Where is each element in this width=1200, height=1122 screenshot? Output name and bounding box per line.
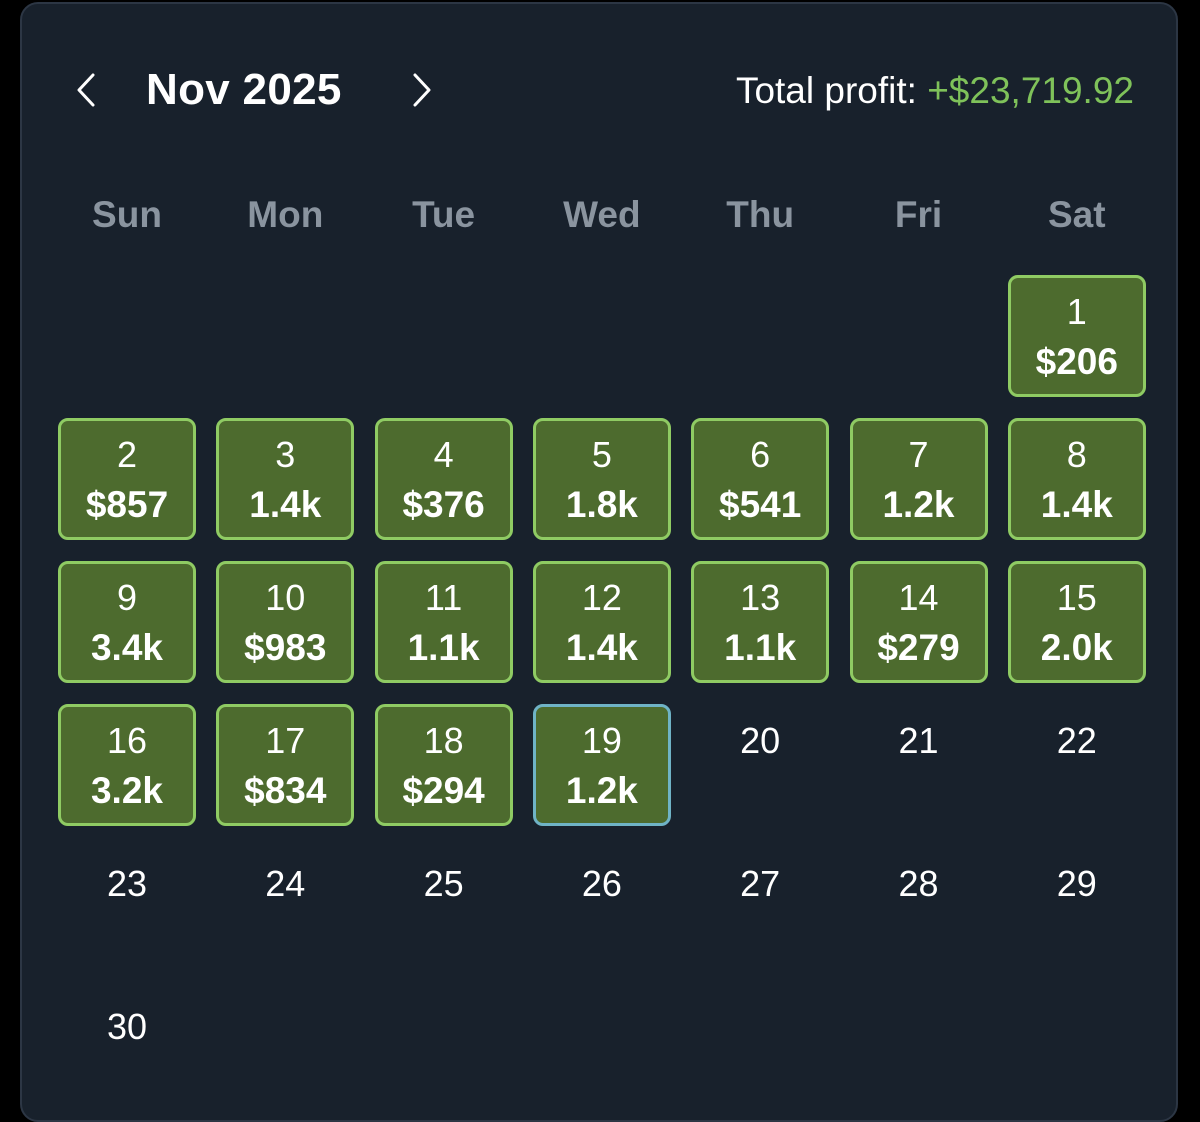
day-number: 17 [265,720,306,761]
day-profit-value: 1.2k [882,484,955,525]
day-profit-value: $541 [719,484,802,525]
calendar-day-16[interactable]: 16 3.2k [58,704,196,826]
weekday-thu: Thu [726,194,795,235]
day-profit-value: 1.2k [565,770,638,811]
day-profit-value: 1.1k [724,627,797,668]
day-profit-value: 1.8k [565,484,638,525]
day-number: 25 [423,863,464,904]
day-number: 1 [1066,291,1087,332]
day-number: 22 [1056,720,1097,761]
day-profit-value: $983 [244,627,327,668]
calendar-day-20[interactable]: 20 [691,704,829,826]
next-month-button[interactable] [392,60,452,120]
calendar-day-3[interactable]: 3 1.4k [216,418,355,540]
day-profit-value: $294 [402,770,485,811]
prev-month-button[interactable] [56,60,116,120]
weekday-tue: Tue [412,194,476,235]
calendar-day-6[interactable]: 6 $541 [691,418,830,540]
calendar-day-24[interactable]: 24 [216,847,354,969]
day-profit-value: $279 [877,627,960,668]
calendar-day-13[interactable]: 13 1.1k [691,561,830,683]
day-number: 8 [1066,434,1087,475]
chevron-right-icon [413,73,431,107]
chevron-left-icon [77,73,95,107]
day-profit-value: $857 [85,484,169,525]
calendar-day-7[interactable]: 7 1.2k [849,418,988,540]
calendar-day-19[interactable]: 19 1.2k [532,704,671,826]
calendar-panel: Nov 2025 Total profit: +$23,719.92 Sun Mo… [20,2,1178,1122]
day-profit-value: 1.4k [1040,484,1113,525]
day-profit-value: 3.2k [90,770,163,811]
day-number: 5 [591,434,612,475]
calendar-day-28[interactable]: 28 [850,847,988,969]
weekday-header-row: Sun Mon Tue Wed Thu Fri Sat [58,190,1158,240]
month-title: Nov 2025 [146,65,342,114]
calendar-day-17[interactable]: 17 $834 [216,704,355,826]
day-number: 15 [1056,577,1097,618]
day-number: 23 [106,863,148,904]
calendar-day-10[interactable]: 10 $983 [216,561,355,683]
weekday-wed: Wed [563,194,641,235]
weekday-sat: Sat [1048,194,1106,235]
day-profit-value: 3.4k [90,627,163,668]
day-number: 2 [116,434,138,475]
weekday-sun: Sun [92,194,162,235]
day-number: 26 [581,863,622,904]
calendar-day-15[interactable]: 15 2.0k [1007,561,1146,683]
calendar-day-2[interactable]: 2 $857 [58,418,196,540]
day-number: 3 [275,434,296,475]
day-number: 12 [581,577,622,618]
calendar-day-12[interactable]: 12 1.4k [532,561,671,683]
calendar-day-11[interactable]: 11 1.1k [374,561,513,683]
day-number: 9 [116,577,138,618]
calendar-header: Nov 2025 Total profit: +$23,719.92 [22,4,1176,174]
day-number: 18 [423,720,464,761]
day-number: 13 [740,577,781,618]
calendar-day-21[interactable]: 21 [850,704,988,826]
day-profit-value: $834 [244,770,327,811]
day-number: 28 [898,863,939,904]
day-number: 29 [1056,863,1097,904]
calendar-day-1[interactable]: 1 $206 [1007,275,1146,397]
calendar-day-23[interactable]: 23 [58,847,196,969]
calendar-day-9[interactable]: 9 3.4k [58,561,196,683]
day-number: 6 [750,434,771,475]
day-profit-value: 1.1k [407,627,480,668]
day-number: 20 [740,720,781,761]
day-number: 24 [265,863,306,904]
day-profit-value: $376 [402,484,485,525]
day-number: 4 [433,434,454,475]
calendar-day-5[interactable]: 5 1.8k [532,418,671,540]
calendar-day-22[interactable]: 22 [1008,704,1146,826]
calendar-day-18[interactable]: 18 $294 [374,704,513,826]
calendar-day-29[interactable]: 29 [1008,847,1146,969]
calendar-day-27[interactable]: 27 [691,847,829,969]
day-profit-value: 1.4k [565,627,638,668]
total-profit: Total profit: +$23,719.92 [736,68,1134,114]
calendar-day-14[interactable]: 14 $279 [849,561,988,683]
day-number: 19 [581,720,622,761]
day-number: 11 [424,577,463,618]
day-number: 30 [106,1006,148,1047]
total-profit-label: Total profit: [735,70,928,111]
day-number: 21 [898,720,939,761]
day-number: 16 [106,720,148,761]
day-number: 10 [265,577,306,618]
weekday-fri: Fri [894,194,943,235]
day-profit-value: 1.4k [249,484,322,525]
weekday-mon: Mon [247,194,324,235]
day-profit-value: 2.0k [1040,627,1113,668]
calendar-day-26[interactable]: 26 [533,847,671,969]
calendar-day-4[interactable]: 4 $376 [374,418,513,540]
day-number: 7 [908,434,929,475]
day-profit-value: $206 [1035,341,1118,382]
calendar-day-25[interactable]: 25 [375,847,513,969]
calendar-grid: 1 $206 2 $857 3 1.4k 4 $376 5 1.8k 6 $541 7 1.2k 8 1.4k… [22,4,1176,1120]
day-number: 14 [898,577,939,618]
total-profit-value: +$23,719.92 [927,70,1134,111]
day-number: 27 [740,863,781,904]
calendar-day-8[interactable]: 8 1.4k [1007,418,1146,540]
calendar-day-30[interactable]: 30 [58,990,196,1112]
